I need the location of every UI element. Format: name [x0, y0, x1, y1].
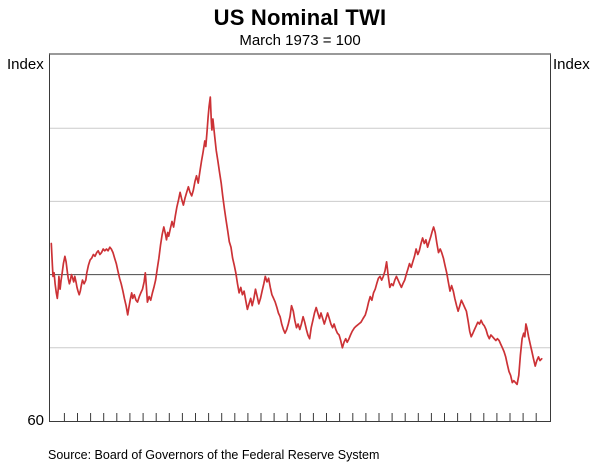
chart-subtitle: March 1973 = 100 [239, 32, 361, 49]
source-note: Source: Board of Governors of the Federa… [48, 448, 380, 462]
y-tick-label-left-60: 60 [27, 412, 44, 429]
chart-title: US Nominal TWI [213, 5, 387, 30]
twi-series-line [50, 96, 543, 386]
plot-area [49, 53, 551, 422]
y-axis-unit-left: Index [7, 56, 44, 73]
chart-canvas [50, 96, 550, 421]
y-axis-unit-right: Index [553, 56, 590, 73]
